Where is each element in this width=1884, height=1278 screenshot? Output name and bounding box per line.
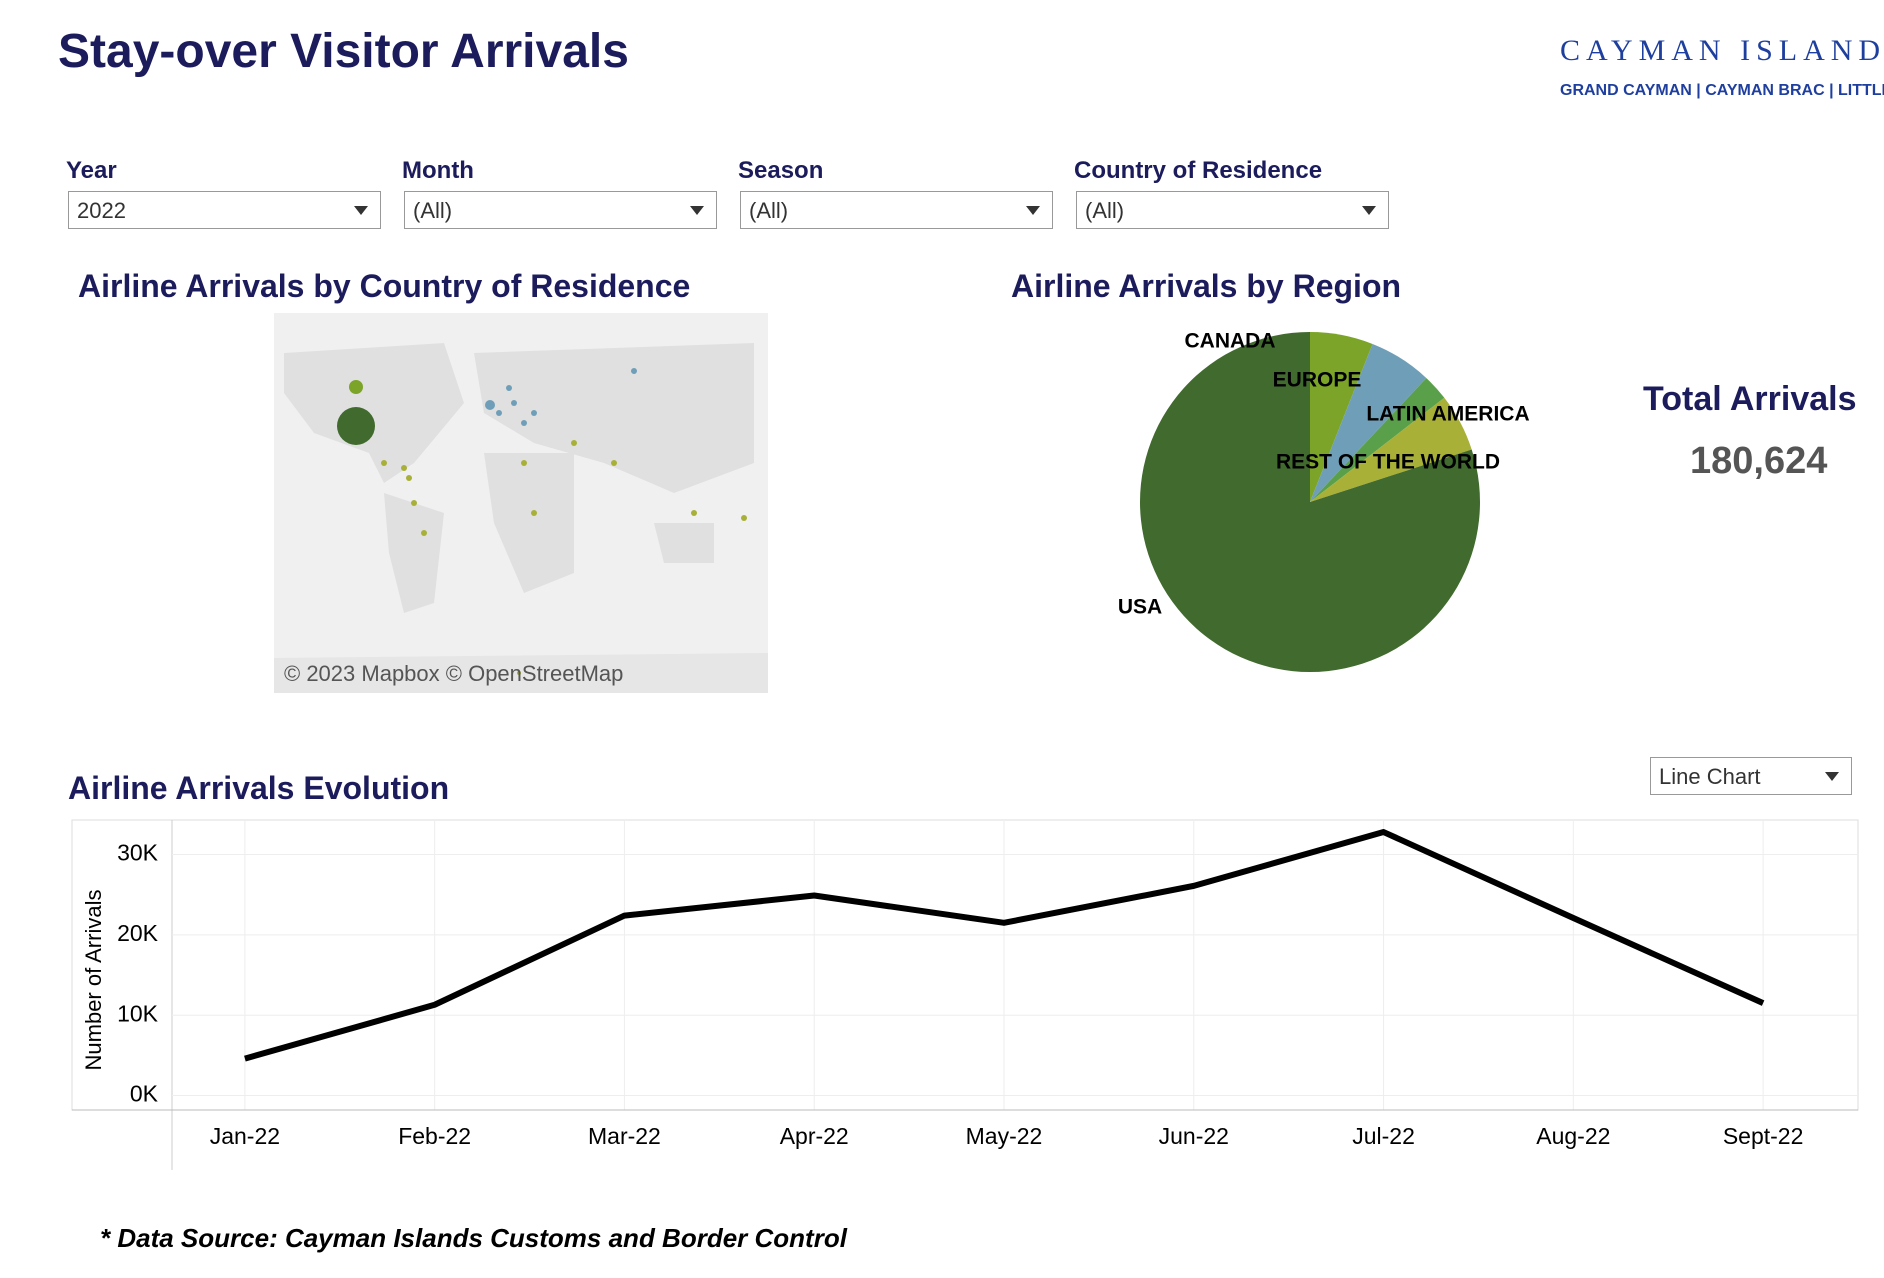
- filter-dropdown[interactable]: (All): [740, 191, 1053, 229]
- logo-subtitle: GRAND CAYMAN | CAYMAN BRAC | LITTLE CAYM…: [1560, 82, 1884, 99]
- filter-label: Month: [402, 157, 474, 184]
- filter-dropdown[interactable]: (All): [1076, 191, 1389, 229]
- map-title: Airline Arrivals by Country of Residence: [78, 268, 691, 304]
- slice-label: USA: [1118, 596, 1162, 619]
- map-dot: [337, 407, 375, 445]
- total-label: Total Arrivals: [1643, 380, 1857, 418]
- line-series: [244, 829, 1765, 1062]
- logo-name: CAYMAN ISLANDS: [1560, 34, 1884, 67]
- map-dots: [381, 440, 747, 675]
- y-axis-label: Number of Arrivals: [81, 890, 106, 1071]
- filter-dropdown[interactable]: (All): [404, 191, 717, 229]
- land: [284, 343, 464, 483]
- filter-label: Country of Residence: [1074, 157, 1323, 184]
- filter-label: Year: [66, 157, 117, 184]
- x-tick-label: Aug-22: [1536, 1123, 1610, 1149]
- x-tick-label: Jul-22: [1352, 1123, 1415, 1149]
- pie-slice: [1310, 397, 1472, 502]
- slice-label: REST OF THE WORLD: [1276, 451, 1500, 474]
- x-tick-label: Apr-22: [780, 1123, 849, 1149]
- y-tick-label: 10K: [117, 1000, 159, 1026]
- x-tick-label: Sept-22: [1723, 1123, 1804, 1149]
- land: [654, 523, 714, 563]
- land: [384, 493, 444, 613]
- land: [484, 453, 574, 593]
- line-chart: 0K 10K 20K 30K Number of Arrivals Jan-22 Feb-2…: [71, 819, 1859, 1170]
- map-dots: [496, 368, 637, 426]
- pie-slice: [1310, 378, 1445, 502]
- pie-slice: [1310, 343, 1427, 502]
- footer: * Data Source: Cayman Islands Customs an…: [100, 1223, 847, 1253]
- map: © 2023 Mapbox © OpenStreetMap: [274, 313, 768, 693]
- x-tick-label: May-22: [966, 1123, 1043, 1149]
- x-tick-label: Feb-22: [398, 1123, 471, 1149]
- y-tick-label: 30K: [117, 840, 159, 866]
- y-tick-label: 20K: [117, 920, 159, 946]
- logo: CAYMAN ISLANDS GRAND CAYMAN | CAYMAN BRA…: [1560, 34, 1884, 100]
- map-dot: [349, 380, 363, 394]
- pie-slice: [1140, 332, 1480, 672]
- pie-title: Airline Arrivals by Region: [1011, 268, 1402, 304]
- x-tick-label: Jan-22: [210, 1123, 280, 1149]
- page-title: Stay-over Visitor Arrivals: [58, 25, 629, 78]
- plot-frame: [71, 819, 1859, 1111]
- chart-type-dropdown[interactable]: Line Chart: [1650, 757, 1852, 795]
- land: [474, 343, 754, 493]
- map-dot: [485, 400, 495, 410]
- y-tick-label: 0K: [130, 1081, 159, 1107]
- line-title: Airline Arrivals Evolution: [68, 770, 450, 806]
- total-value: 180,624: [1690, 440, 1828, 482]
- slice-label: EUROPE: [1273, 369, 1362, 392]
- map-attribution: © 2023 Mapbox © OpenStreetMap: [284, 661, 623, 686]
- slice-label: CANADA: [1185, 330, 1276, 353]
- pie-slice: [1310, 332, 1373, 502]
- filter-label: Season: [738, 157, 824, 184]
- filter-dropdown[interactable]: 2022: [68, 191, 381, 229]
- x-tick-label: Jun-22: [1159, 1123, 1229, 1149]
- slice-label: LATIN AMERICA: [1366, 403, 1529, 426]
- x-tick-label: Mar-22: [588, 1123, 661, 1149]
